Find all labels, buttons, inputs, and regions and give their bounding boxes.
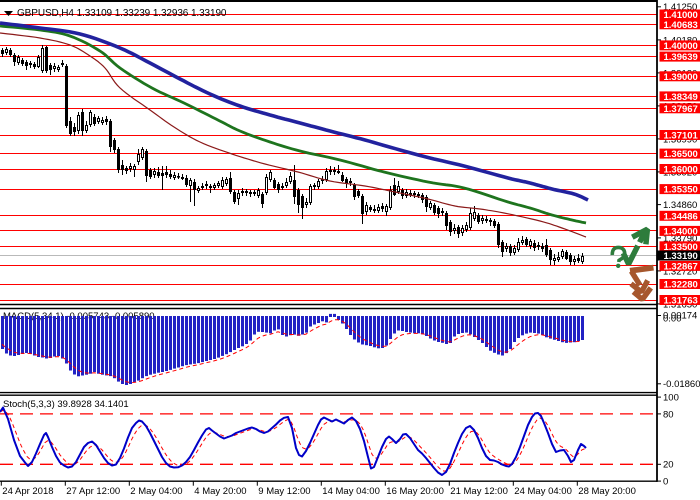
- svg-text:1.32280: 1.32280: [664, 280, 698, 291]
- svg-text:9 May 12:00: 9 May 12:00: [258, 486, 310, 497]
- svg-text:0: 0: [663, 477, 668, 488]
- svg-text:1.33500: 1.33500: [664, 242, 698, 253]
- svg-text:80: 80: [663, 409, 674, 420]
- svg-text:-0.018606: -0.018606: [663, 379, 700, 390]
- svg-text:14 May 04:00: 14 May 04:00: [322, 486, 380, 497]
- svg-text:1.36500: 1.36500: [664, 149, 698, 160]
- svg-text:GBPUSD,H4 1.33109 1.33239 1.3: GBPUSD,H4 1.33109 1.33239 1.32936 1.3319…: [17, 8, 227, 19]
- svg-text:24 May 04:00: 24 May 04:00: [514, 486, 572, 497]
- svg-text:0.00174: 0.00174: [663, 311, 697, 322]
- svg-text:4 May 20:00: 4 May 20:00: [194, 486, 246, 497]
- svg-text:1.32867: 1.32867: [664, 261, 698, 272]
- svg-text:20: 20: [663, 460, 674, 471]
- svg-text:1.34000: 1.34000: [664, 226, 698, 237]
- svg-text:16 May 20:00: 16 May 20:00: [386, 486, 444, 497]
- svg-text:1.32720: 1.32720: [663, 266, 697, 277]
- svg-text:1.36000: 1.36000: [664, 165, 698, 176]
- svg-text:1.35350: 1.35350: [664, 185, 698, 196]
- svg-text:100: 100: [663, 393, 679, 404]
- svg-text:0.00: 0.00: [663, 314, 682, 325]
- svg-text:1.33190: 1.33190: [664, 251, 698, 262]
- svg-text:1.37967: 1.37967: [664, 104, 698, 115]
- svg-text:Stoch(5,3,3) 39.8928 34.1401: Stoch(5,3,3) 39.8928 34.1401: [3, 399, 129, 410]
- svg-text:1.38349: 1.38349: [664, 92, 698, 103]
- svg-text:1.34486: 1.34486: [664, 211, 698, 222]
- svg-text:1.40000: 1.40000: [664, 41, 698, 52]
- svg-text:1.37101: 1.37101: [664, 131, 699, 142]
- svg-text:2 May 04:00: 2 May 04:00: [130, 486, 182, 497]
- svg-text:1.33790: 1.33790: [663, 233, 697, 244]
- svg-text:1.41250: 1.41250: [663, 2, 697, 13]
- svg-text:28 May 20:00: 28 May 20:00: [578, 486, 636, 497]
- svg-text:21 May 12:00: 21 May 12:00: [450, 486, 508, 497]
- svg-text:1.31763: 1.31763: [664, 296, 698, 307]
- svg-text:1.41000: 1.41000: [664, 10, 698, 21]
- svg-text:27 Apr 12:00: 27 Apr 12:00: [66, 486, 120, 497]
- svg-text:1.39639: 1.39639: [664, 52, 698, 63]
- svg-text:1.34860: 1.34860: [663, 200, 697, 211]
- svg-text:1.40683: 1.40683: [664, 20, 698, 31]
- svg-text:24 Apr 2018: 24 Apr 2018: [2, 486, 53, 497]
- svg-text:1.39000: 1.39000: [664, 72, 698, 83]
